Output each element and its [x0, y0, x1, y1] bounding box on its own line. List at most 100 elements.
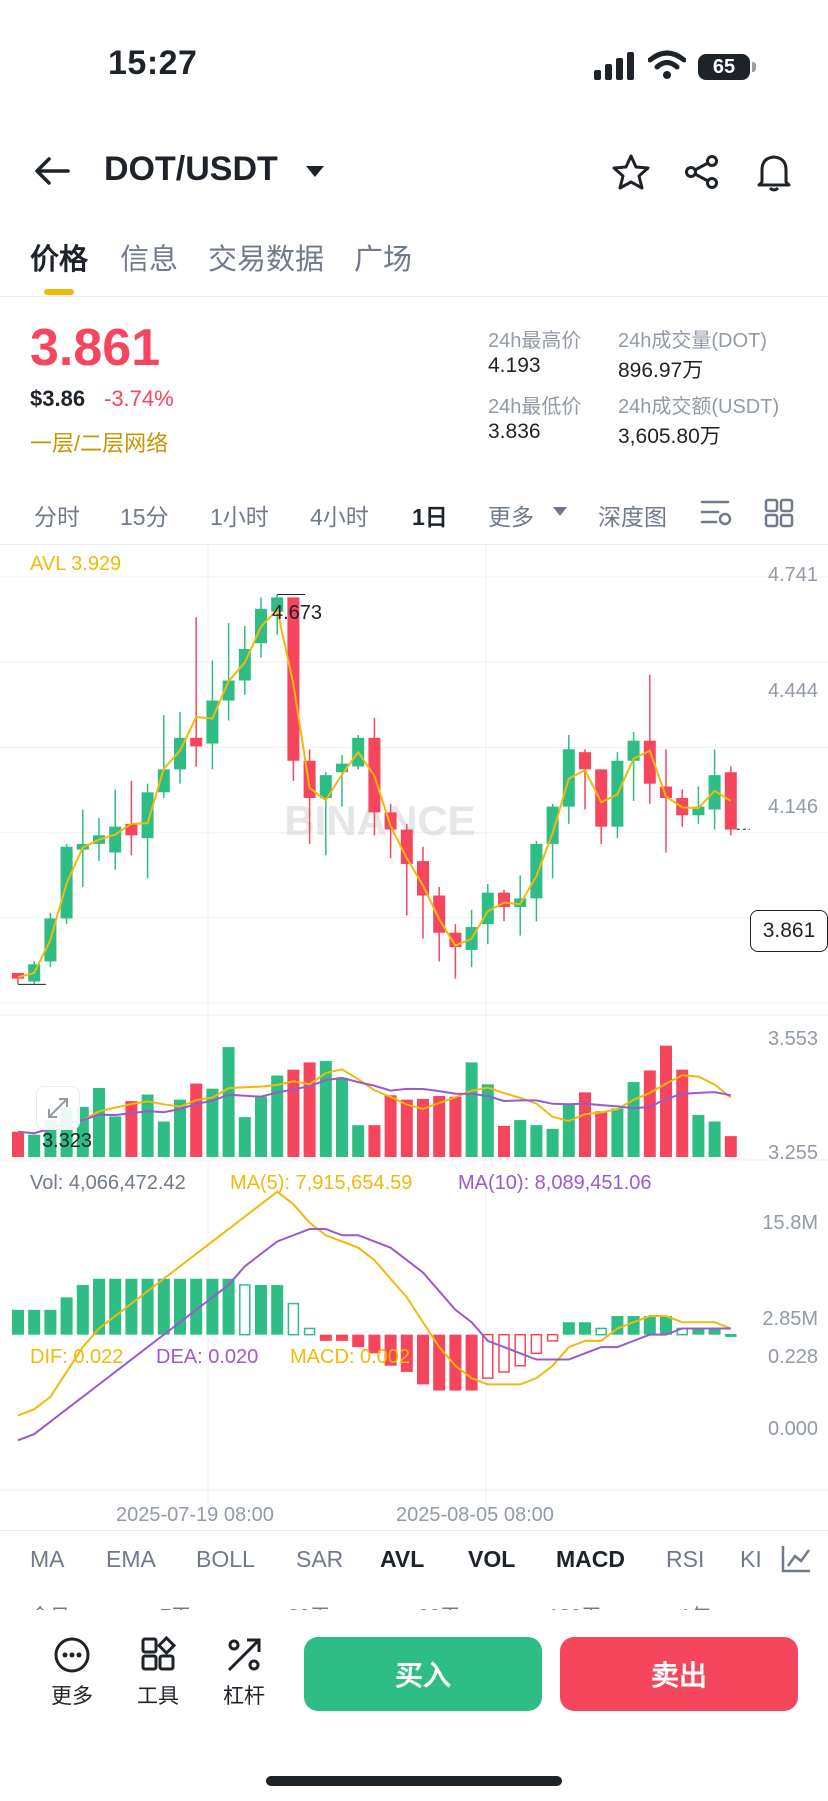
vol-legend: Vol: 4,066,472.42	[30, 1172, 186, 1194]
candle	[627, 740, 640, 761]
indicator-sar[interactable]: SAR	[296, 1546, 344, 1572]
volume-bar	[708, 1121, 721, 1157]
volume-bar	[222, 1047, 235, 1157]
depth-chart-tab[interactable]: 深度图	[598, 504, 667, 530]
macd-bar	[417, 1334, 429, 1385]
grid-layout-icon[interactable]	[764, 498, 794, 528]
tools-icon	[141, 1636, 177, 1671]
indicator-ema[interactable]: EMA	[106, 1546, 156, 1572]
macd-bar	[76, 1284, 89, 1335]
y-tick: 4.146	[767, 796, 818, 818]
avl-line	[17, 607, 732, 979]
volume-bar	[255, 1096, 267, 1157]
volume-bar	[206, 1088, 219, 1157]
expand-icon[interactable]	[36, 1086, 80, 1130]
volume-bar	[12, 1131, 24, 1157]
vol-ma10-legend: MA(10): 8,089,451.06	[458, 1172, 652, 1194]
leverage-button[interactable]: 杠杆	[214, 1636, 274, 1710]
macd-bar	[352, 1334, 365, 1348]
kline-chart[interactable]: BINANCE	[0, 545, 828, 1505]
macd-bar	[627, 1316, 640, 1335]
dif-line	[17, 1190, 732, 1417]
avl-legend: AVL 3.929	[30, 553, 122, 575]
usd-price: $3.86	[30, 386, 86, 411]
x-date-label: 2025-08-05 08:00	[396, 1504, 554, 1526]
interval-4h[interactable]: 4小时	[310, 504, 369, 530]
back-arrow-icon[interactable]	[34, 156, 70, 186]
star-icon[interactable]	[612, 154, 650, 190]
macd-legend: MACD: 0.002	[290, 1346, 411, 1368]
macd-bar	[562, 1322, 575, 1335]
macd-bar	[530, 1333, 543, 1355]
divider	[0, 1530, 828, 1531]
interval-1h[interactable]: 1小时	[210, 504, 269, 530]
sell-button[interactable]: 卖出	[560, 1637, 798, 1711]
macd-y-tick: 0.000	[767, 1418, 818, 1440]
indicator-ma[interactable]: MA	[30, 1546, 65, 1572]
signal-icon	[594, 52, 634, 80]
tab-info[interactable]: 信息	[120, 244, 179, 276]
macd-bar	[287, 1302, 300, 1336]
high-label: 24h最高价	[488, 330, 582, 352]
indicator-vol[interactable]: VOL	[468, 1546, 516, 1572]
macd-bar	[222, 1278, 235, 1335]
candle	[595, 769, 608, 827]
tab-price[interactable]: 价格	[30, 244, 89, 276]
volume-bar	[400, 1099, 413, 1157]
chart-settings-icon[interactable]	[700, 498, 732, 528]
volume-bar	[676, 1069, 689, 1157]
indicator-settings-icon[interactable]	[780, 1544, 812, 1574]
volume-bar	[238, 1117, 251, 1157]
indicator-rsi[interactable]: RSI	[666, 1546, 705, 1572]
indicator-macd[interactable]: MACD	[556, 1546, 625, 1572]
tab-trading-data[interactable]: 交易数据	[208, 244, 325, 276]
candle	[530, 843, 543, 899]
share-icon[interactable]	[684, 154, 720, 190]
candle	[141, 792, 154, 839]
max-price-label: 4.673	[272, 602, 323, 624]
volume-bar	[724, 1136, 737, 1157]
interval-time[interactable]: 分时	[34, 504, 80, 530]
macd-bar	[190, 1278, 203, 1335]
caret-down-icon[interactable]	[304, 164, 326, 180]
vol-quote-value: 3,605.80万	[618, 425, 721, 448]
candle	[660, 786, 672, 799]
volume-bar	[93, 1087, 105, 1157]
leverage-label: 杠杆	[223, 1685, 265, 1708]
macd-bar	[692, 1328, 705, 1335]
macd-bar	[271, 1284, 284, 1335]
more-caret-icon[interactable]	[552, 506, 568, 518]
more-button[interactable]: 更多	[42, 1636, 102, 1710]
interval-more[interactable]: 更多	[488, 504, 534, 530]
tab-square[interactable]: 广场	[354, 244, 413, 276]
wifi-icon	[648, 50, 686, 79]
macd-bar	[12, 1309, 24, 1335]
macd-bar	[433, 1334, 446, 1391]
battery-icon: 65	[698, 54, 756, 80]
home-indicator	[266, 1776, 562, 1786]
macd-bar	[465, 1334, 478, 1391]
dea-line	[17, 1228, 731, 1442]
bell-icon[interactable]	[756, 152, 792, 192]
pair-title[interactable]: DOT/USDT	[104, 150, 278, 188]
interval-15m[interactable]: 15分	[120, 504, 169, 530]
candle	[287, 597, 300, 761]
volume-bar	[627, 1082, 640, 1157]
tools-button[interactable]: 工具	[128, 1636, 188, 1710]
macd-bar	[725, 1333, 737, 1337]
macd-bar	[255, 1284, 267, 1335]
indicator-boll[interactable]: BOLL	[196, 1546, 255, 1572]
interval-1d[interactable]: 1日	[412, 504, 448, 530]
macd-bar	[125, 1278, 138, 1335]
macd-bar	[482, 1333, 494, 1379]
macd-bar	[303, 1327, 316, 1336]
volume-bar	[336, 1077, 348, 1157]
indicator-kdj[interactable]: KI	[740, 1546, 760, 1572]
volume-bar	[465, 1062, 478, 1157]
network-tag[interactable]: 一层/二层网络	[30, 431, 169, 456]
buy-button[interactable]: 买入	[304, 1637, 542, 1711]
tools-label: 工具	[137, 1685, 179, 1708]
vol-y-tick: 2.85M	[762, 1308, 818, 1330]
indicator-avl[interactable]: AVL	[380, 1546, 425, 1572]
macd-bar	[28, 1309, 41, 1335]
